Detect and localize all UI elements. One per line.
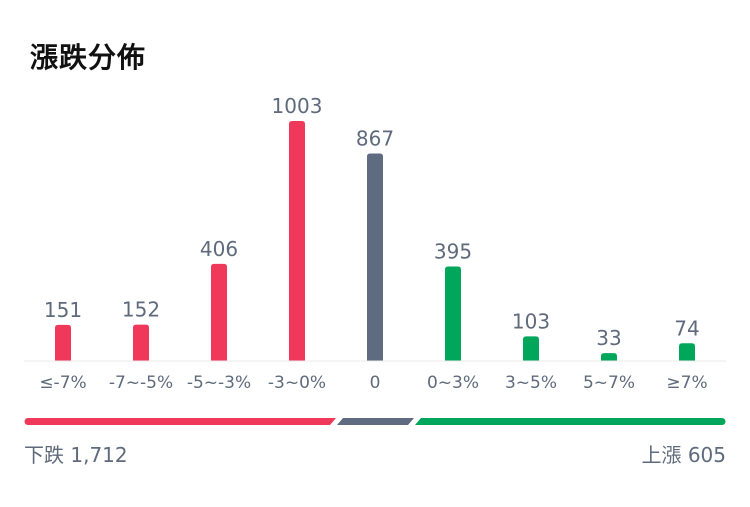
category-label-8: ≥7% xyxy=(666,373,707,393)
value-label-5: 395 xyxy=(434,239,472,263)
chart-title: 漲跌分佈 xyxy=(30,41,147,74)
down-count-label: 下跌 1,712 xyxy=(24,443,128,467)
bar-2 xyxy=(211,263,227,361)
category-label-4: 0 xyxy=(370,373,381,393)
bar-4 xyxy=(367,153,383,361)
bar-1 xyxy=(133,324,149,361)
value-label-7: 33 xyxy=(596,326,621,350)
ratio-segment-down xyxy=(24,418,336,425)
category-label-7: 5~7% xyxy=(583,373,635,393)
up-count-label: 上漲 605 xyxy=(641,443,726,467)
category-label-3: -3~0% xyxy=(268,373,326,393)
bar-0 xyxy=(55,324,71,361)
bar-8 xyxy=(679,343,695,361)
bar-7 xyxy=(601,353,617,361)
ratio-segment-up xyxy=(415,418,726,425)
bar-3 xyxy=(289,121,305,361)
value-label-2: 406 xyxy=(200,237,238,261)
value-label-0: 151 xyxy=(44,298,82,322)
bar-6 xyxy=(523,336,539,361)
ratio-segment-flat xyxy=(337,418,414,425)
value-label-6: 103 xyxy=(512,309,550,333)
value-label-4: 867 xyxy=(356,127,394,151)
category-label-5: 0~3% xyxy=(427,373,479,393)
bar-5 xyxy=(445,266,461,361)
value-label-1: 152 xyxy=(122,298,160,322)
bars-group: 151 ≤-7% 152 -7~-5% 406 -5~-3% 1003 -3~0% 867 0 39… xyxy=(39,94,707,393)
ratio-bar xyxy=(24,418,726,425)
distribution-chart: 151 ≤-7% 152 -7~-5% 406 -5~-3% 1003 -3~0% 867 0 39… xyxy=(24,94,726,425)
category-label-0: ≤-7% xyxy=(39,373,86,393)
category-label-2: -5~-3% xyxy=(187,373,251,393)
category-label-6: 3~5% xyxy=(505,373,557,393)
value-label-3: 1003 xyxy=(272,94,323,118)
value-label-8: 74 xyxy=(674,316,699,340)
category-label-1: -7~-5% xyxy=(109,373,173,393)
